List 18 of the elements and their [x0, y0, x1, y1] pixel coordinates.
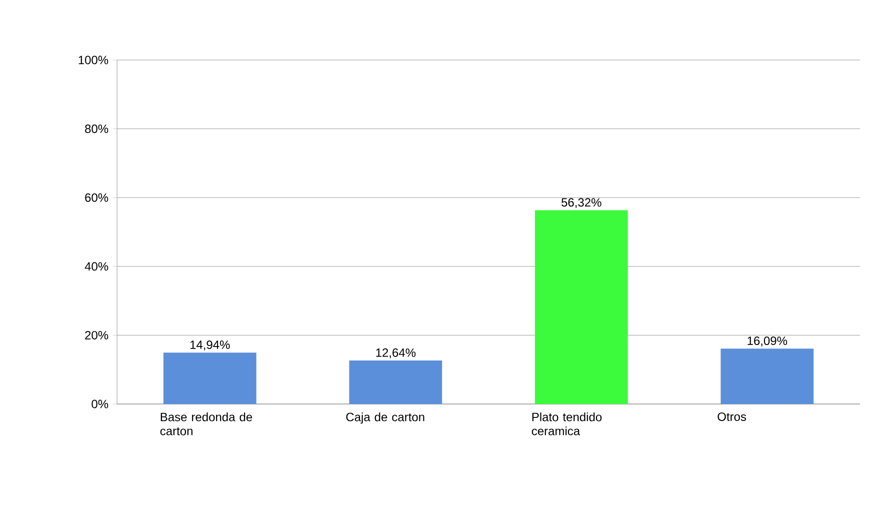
y-tick-label: 40% [84, 262, 108, 271]
data-label: 56,32% [562, 198, 602, 208]
data-label: 12,64% [376, 348, 416, 358]
y-tick-label: 20% [85, 330, 108, 340]
bar [349, 360, 442, 404]
x-tick-label: Base redonda de carton [160, 412, 252, 436]
x-tick-label: Otros [718, 412, 746, 421]
y-tick-label: 80% [85, 124, 108, 134]
data-label: 16,09% [748, 336, 788, 346]
x-tick-label: Plato tendido ceramica [532, 412, 602, 436]
x-tick-label: Caja de carton [346, 412, 424, 424]
data-label: 14,94% [190, 340, 230, 350]
y-tick-label: 100% [78, 56, 108, 64]
bar [720, 348, 814, 404]
y-tick-label: 60% [85, 193, 108, 202]
bar [534, 210, 628, 404]
y-tick-label: 0% [92, 400, 108, 408]
bar [163, 352, 256, 404]
